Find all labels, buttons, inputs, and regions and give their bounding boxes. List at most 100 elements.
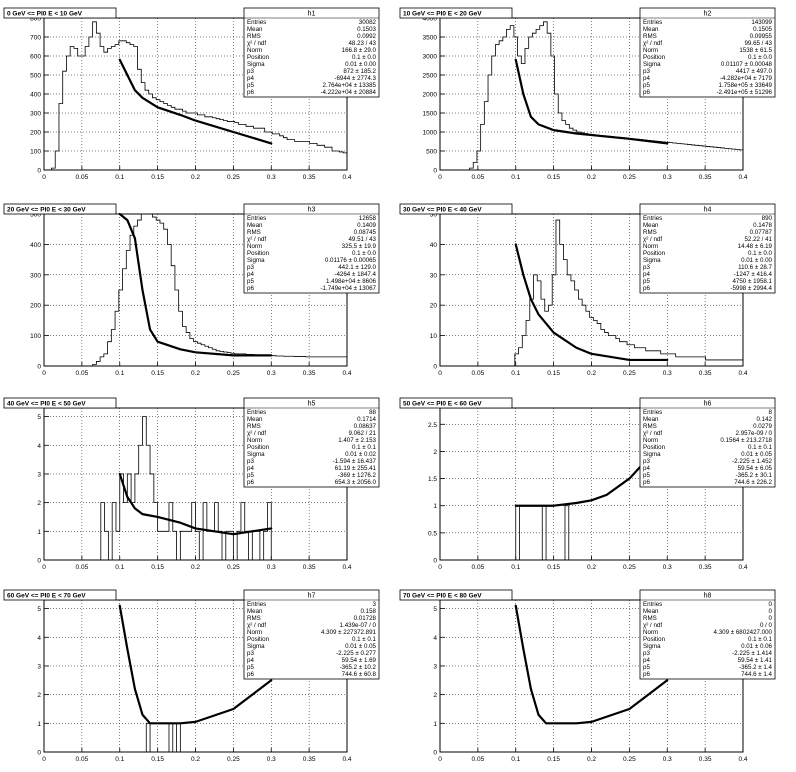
stats-label: p3: [643, 650, 650, 657]
stats-value: -6944 ± 2774.3: [334, 75, 376, 82]
y-tick-label: 1.5: [428, 476, 437, 483]
stats-value: -2.491e+05 ± 51296: [716, 89, 772, 96]
y-tick-label: 30: [430, 272, 438, 279]
panel-title: 40 GeV <= PI0 E < 50 GeV: [3, 397, 117, 409]
fit-curve: [118, 212, 273, 357]
x-tick-label: 0.15: [547, 564, 560, 571]
stats-label: p4: [247, 75, 254, 82]
stats-label: Position: [247, 636, 270, 643]
stats-value: 4417 ± 497.0: [736, 68, 773, 75]
x-tick-label: 0.3: [663, 756, 672, 763]
y-tick-label: 10: [430, 333, 438, 340]
stats-label: p6: [247, 479, 254, 486]
stats-label: Norm: [247, 437, 262, 444]
stats-label: Entries: [247, 601, 266, 608]
stats-value: 1.498e+04 ± 8606: [326, 278, 377, 285]
stats-value: -369 ± 1276.2: [338, 472, 377, 479]
y-tick-label: 200: [30, 130, 41, 137]
x-tick-label: 0.2: [587, 564, 596, 571]
stats-value: -4.282e+04 ± 7179: [720, 75, 773, 82]
stats-box: h1 Entries 30082 Mean 0.1503 RMS 0.0992 χ² / nd…: [243, 7, 380, 98]
stats-frame: [243, 397, 380, 488]
stats-value: 0.1 ± 0.0: [352, 250, 377, 257]
x-tick-label: 0.05: [76, 756, 89, 763]
stats-label: χ² / ndf: [643, 40, 662, 47]
stats-label: χ² / ndf: [247, 236, 266, 243]
panel-4: 0 0.05 0.1 0.15 0.2 0.25 0.3 0.35 0.4 0 10 20 30 40 50…: [399, 203, 776, 377]
stats-label: Sigma: [643, 451, 661, 458]
stats-label: Sigma: [247, 257, 265, 264]
stats-value: 0.1 ± 0.1: [352, 444, 377, 451]
stats-label: p4: [643, 75, 650, 82]
stats-value: 0 / 0: [760, 622, 773, 629]
stats-label: Position: [643, 54, 666, 61]
stats-value: 48.23 / 43: [348, 40, 376, 47]
stats-label: Sigma: [247, 61, 265, 68]
x-tick-label: 0.35: [303, 370, 316, 377]
stats-value: 0.1503: [357, 26, 376, 33]
y-tick-label: 20: [430, 303, 438, 310]
stats-label: χ² / ndf: [643, 622, 662, 629]
y-tick-label: 300: [30, 111, 41, 118]
y-tick-label: 400: [30, 92, 41, 99]
y-tick-label: 3: [37, 471, 41, 478]
stats-value: 1.758e+05 ± 33649: [719, 82, 773, 89]
title-box: [3, 589, 117, 601]
x-tick-label: 0.3: [663, 370, 672, 377]
y-tick-label: 0: [37, 750, 41, 757]
stats-value: 9.062 / 21: [348, 430, 376, 437]
x-tick-label: 0: [42, 174, 46, 181]
stats-value: 8: [769, 409, 773, 416]
stats-label: Mean: [643, 222, 659, 229]
stats-label: Mean: [643, 416, 659, 423]
stats-label: p6: [247, 671, 254, 678]
x-tick-label: 0.15: [151, 756, 164, 763]
x-tick-label: 0.3: [267, 756, 276, 763]
panel-1: 0 0.05 0.1 0.15 0.2 0.25 0.3 0.35 0.4 0 100 200 300 4…: [3, 7, 380, 181]
x-tick-label: 0.2: [191, 564, 200, 571]
stats-label: p4: [643, 271, 650, 278]
y-tick-label: 2500: [423, 73, 438, 80]
stats-value: 12658: [359, 215, 377, 222]
stats-value: 0.158: [361, 608, 377, 615]
stats-value: 0.01 ± 0.00: [345, 61, 376, 68]
stats-value: 3: [373, 601, 377, 608]
panel-7: 0 0.05 0.1 0.15 0.2 0.25 0.3 0.35 0.4 0 1 2 3 4 5 60 Ge…: [3, 589, 380, 763]
stats-label: p5: [247, 664, 254, 671]
stats-label: Sigma: [643, 643, 661, 650]
stats-value: 0.1 ± 0.1: [352, 636, 377, 643]
title-box: [399, 203, 513, 215]
y-tick-label: 500: [426, 149, 437, 156]
y-tick-label: 0: [37, 168, 41, 175]
y-tick-label: 2: [37, 500, 41, 507]
x-tick-label: 0.35: [699, 564, 712, 571]
x-tick-label: 0.4: [342, 174, 351, 181]
stats-label: p5: [247, 82, 254, 89]
stats-name: h6: [704, 401, 712, 408]
x-tick-label: 0.25: [623, 564, 636, 571]
stats-value: -1.749e+04 ± 13067: [320, 285, 376, 292]
stats-value: 0.1 ± 0.1: [748, 444, 773, 451]
stats-label: Position: [247, 444, 270, 451]
panel-8: 0 0.05 0.1 0.15 0.2 0.25 0.3 0.35 0.4 0 1 2 3 4 5 70 Ge…: [399, 589, 776, 763]
y-tick-label: 700: [30, 35, 41, 42]
x-tick-label: 0.15: [151, 564, 164, 571]
stats-value: 0.1478: [753, 222, 772, 229]
x-tick-label: 0.4: [738, 564, 747, 571]
y-tick-label: 1000: [423, 130, 438, 137]
stats-label: p5: [247, 278, 254, 285]
stats-label: Mean: [643, 26, 659, 33]
title-text: 10 GeV <= PI0 E < 20 GeV: [403, 11, 482, 18]
y-tick-label: 0: [37, 364, 41, 371]
stats-label: RMS: [247, 33, 261, 40]
stats-label: Mean: [247, 26, 263, 33]
stats-value: 0.01 ± 0.05: [345, 643, 376, 650]
x-tick-label: 0.05: [472, 564, 485, 571]
stats-value: 0: [769, 608, 773, 615]
y-tick-label: 5: [37, 606, 41, 613]
y-tick-label: 1: [37, 721, 41, 728]
title-text: 0 GeV <= PI0 E < 10 GeV: [7, 11, 83, 18]
x-tick-label: 0.25: [227, 564, 240, 571]
y-tick-label: 500: [30, 212, 41, 219]
x-tick-label: 0: [438, 174, 442, 181]
